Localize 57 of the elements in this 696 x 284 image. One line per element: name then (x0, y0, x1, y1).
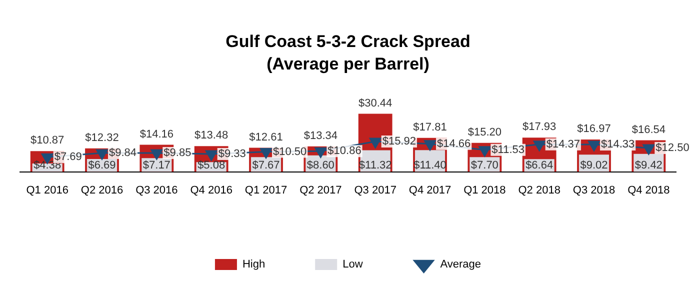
x-tick-label: Q3 2018 (572, 184, 616, 196)
x-tick-label: Q1 2017 (244, 184, 288, 196)
x-tick-label: Q2 2016 (80, 184, 124, 196)
data-label: $7.17 (142, 159, 170, 172)
data-label: $10.50 (273, 146, 307, 158)
point (533, 140, 546, 152)
data-label: $13.48 (194, 130, 228, 142)
data-label: $6.69 (88, 159, 116, 172)
data-label: $30.44 (358, 97, 392, 110)
chart-title: Gulf Coast 5-3-2 Crack Spread (226, 32, 470, 51)
point (260, 148, 272, 159)
data-label: $6.64 (526, 159, 554, 172)
data-label: $14.33 (601, 138, 635, 151)
legend-label: Average (440, 258, 482, 271)
x-tick-label: Q1 2016 (26, 184, 68, 196)
data-label: $12.32 (85, 132, 119, 144)
data-label: $17.81 (413, 121, 447, 134)
data-label: $10.87 (30, 134, 64, 147)
legend-label: Low (342, 258, 363, 271)
data-label: $12.50 (656, 142, 690, 154)
data-label: $17.93 (522, 121, 556, 134)
data-label: $7.69 (54, 151, 82, 164)
point (642, 144, 655, 155)
x-tick-label: Q4 2016 (190, 184, 232, 196)
data-label: $11.53 (492, 144, 524, 156)
x-tick-label: Q2 2017 (300, 184, 342, 196)
legend-label: High (242, 258, 266, 271)
data-label: $16.97 (577, 122, 611, 135)
data-label: $15.92 (382, 135, 416, 148)
data-label: $5.08 (198, 159, 226, 172)
x-tick-label: Q3 2016 (136, 184, 178, 196)
data-label: $9.84 (109, 147, 137, 160)
data-label: $9.85 (164, 147, 192, 160)
data-label: $9.42 (634, 159, 662, 172)
data-label: $12.61 (249, 131, 283, 144)
chart-subtitle: (Average per Barrel) (266, 54, 430, 74)
data-label: $14.16 (140, 128, 174, 140)
x-tick-label: Q4 2017 (408, 184, 452, 196)
data-label: $15.20 (468, 126, 502, 138)
x-tick-label: Q4 2018 (628, 184, 670, 196)
x-tick-label: Q3 2017 (354, 184, 396, 196)
data-label: $14.66 (437, 138, 471, 150)
data-label: $9.33 (218, 148, 246, 160)
data-label: $13.34 (304, 130, 338, 142)
data-label: $9.02 (580, 159, 608, 172)
data-label: $7.70 (470, 159, 498, 172)
x-tick-label: Q1 2018 (464, 184, 506, 196)
data-label: $10.86 (328, 145, 362, 158)
point (314, 147, 327, 158)
data-label: $14.37 (546, 138, 580, 150)
point (424, 140, 436, 151)
data-label: $7.67 (252, 159, 280, 172)
data-label: $8.60 (306, 159, 334, 172)
data-label: $16.54 (632, 124, 666, 136)
point (588, 140, 600, 152)
point (369, 138, 382, 148)
x-tick-label: Q2 2018 (518, 184, 560, 196)
